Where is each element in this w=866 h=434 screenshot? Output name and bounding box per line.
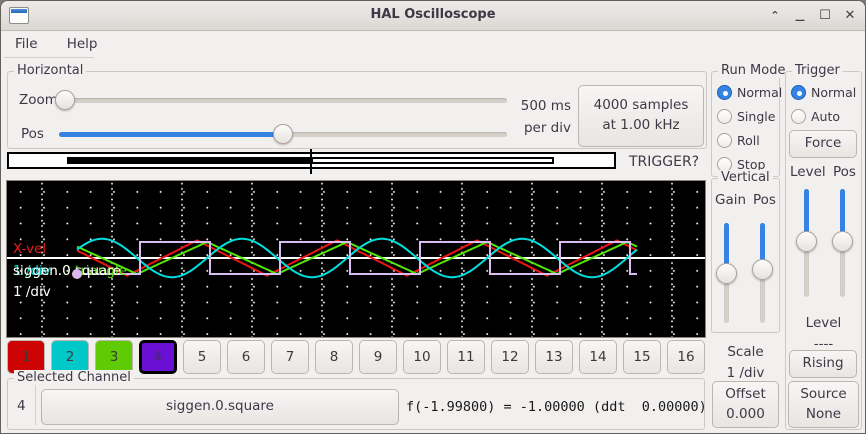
channel-button-1[interactable]: 1 — [7, 340, 45, 374]
trigger-level-label: Level — [790, 164, 826, 180]
run-mode-normal[interactable]: Normal — [717, 85, 782, 100]
trigger-level-slider[interactable] — [796, 189, 818, 297]
vertical-group: Vertical — [711, 170, 780, 333]
radio-icon — [717, 133, 732, 148]
channel-value-readout: f(-1.99800) = -1.00000 (ddt 0.00000) — [406, 399, 707, 415]
channel-name-button[interactable]: siggen.0.square — [41, 389, 399, 425]
scale-readout: Scale 1 /div — [726, 344, 765, 381]
radio-icon — [791, 109, 806, 124]
channel-button-10[interactable]: 10 — [403, 340, 441, 374]
horizontal-group-label: Horizontal — [14, 63, 87, 78]
menu-help[interactable]: Help — [66, 36, 98, 52]
radio-icon — [717, 109, 732, 124]
divider — [35, 385, 36, 425]
edge-button[interactable]: Rising — [789, 350, 857, 378]
channel-button-row: 1 2 3 4 5 6 7 8 9 10 11 12 13 14 15 16 — [7, 340, 707, 374]
horizontal-group: Horizontal — [7, 63, 707, 149]
trigger-normal[interactable]: Normal — [791, 85, 856, 100]
radio-icon — [791, 85, 806, 100]
close-icon[interactable]: ✕ — [844, 8, 856, 23]
vertical-pos-label: Pos — [753, 192, 776, 208]
channel-button-15[interactable]: 15 — [623, 340, 661, 374]
selected-channel-group-label: Selected Channel — [14, 370, 134, 385]
pos-label: Pos — [21, 126, 44, 142]
vertical-pos-slider[interactable] — [752, 223, 774, 323]
channel-button-6[interactable]: 6 — [227, 340, 265, 374]
source-button[interactable]: Source None — [788, 381, 859, 428]
radio-icon — [717, 85, 732, 100]
window-title: HAL Oscilloscope — [370, 7, 496, 22]
scope-ghost-label-green: siggen.0.triangle — [13, 263, 128, 279]
vertical-gain-slider[interactable] — [716, 223, 738, 323]
horizontal-zoom-slider[interactable] — [55, 90, 507, 110]
channel-button-14[interactable]: 14 — [579, 340, 617, 374]
run-mode-group: Run Mode — [711, 63, 789, 177]
trigger-pos-label: Pos — [833, 164, 856, 180]
channel-button-16[interactable]: 16 — [667, 340, 705, 374]
vertical-group-label: Vertical — [718, 170, 773, 185]
selected-channel-number: 4 — [17, 398, 26, 414]
trigger-pos-slider[interactable] — [832, 189, 854, 297]
gain-label: Gain — [715, 192, 747, 208]
channel-button-11[interactable]: 11 — [447, 340, 485, 374]
record-filled-segment — [67, 157, 311, 164]
zoom-label: Zoom — [19, 92, 58, 108]
trigger-level-readout: Level ---- — [805, 315, 842, 352]
run-mode-single[interactable]: Single — [717, 109, 775, 124]
minimize-icon[interactable]: — — [795, 15, 805, 26]
trigger-auto[interactable]: Auto — [791, 109, 840, 124]
channel-button-2[interactable]: 2 — [51, 340, 89, 374]
channel-button-5[interactable]: 5 — [183, 340, 221, 374]
menu-bar: File Help — [1, 32, 865, 58]
scope-display[interactable]: X-vel siggen.0.triangle 1 /div siggen.0.… — [6, 180, 706, 338]
record-position-cursor — [310, 149, 312, 174]
channel-button-12[interactable]: 12 — [491, 340, 529, 374]
maximize-icon[interactable]: ☐ — [819, 8, 831, 23]
scope-ghost-label-cyan: 1 /div — [13, 263, 51, 279]
scope-channel-name-label: siggen.0.square — [13, 263, 121, 279]
channel-button-4[interactable]: 4 — [139, 340, 177, 374]
channel-button-9[interactable]: 9 — [359, 340, 397, 374]
scope-scale-label: 1 /div — [13, 284, 51, 300]
app-icon[interactable] — [9, 7, 29, 24]
run-mode-group-label: Run Mode — [718, 63, 789, 78]
offset-button[interactable]: Offset 0.000 — [712, 381, 779, 428]
force-button[interactable]: Force — [789, 130, 857, 158]
trigger-point-marker[interactable] — [72, 269, 82, 279]
channel-button-8[interactable]: 8 — [315, 340, 353, 374]
record-pending-segment — [311, 157, 554, 164]
trigger-group-label: Trigger — [792, 63, 843, 78]
sample-rate-text: 500 ms per div — [520, 98, 571, 137]
channel-button-3[interactable]: 3 — [95, 340, 133, 374]
title-bar: HAL Oscilloscope ⌃ — ☐ ✕ — [1, 1, 865, 31]
channel-button-7[interactable]: 7 — [271, 340, 309, 374]
channel-button-13[interactable]: 13 — [535, 340, 573, 374]
horizontal-pos-slider[interactable] — [59, 124, 507, 144]
trigger-group: Trigger — [785, 63, 862, 430]
waveform-canvas — [7, 237, 705, 279]
selected-channel-group: Selected Channel — [7, 370, 705, 430]
trigger-status: TRIGGER? — [629, 154, 700, 170]
menu-file[interactable]: File — [15, 36, 38, 52]
samples-button[interactable]: 4000 samples at 1.00 kHz — [578, 85, 704, 147]
scope-channel1-label: X-vel — [13, 241, 47, 257]
run-mode-roll[interactable]: Roll — [717, 133, 760, 148]
shade-icon[interactable]: ⌃ — [770, 9, 780, 22]
